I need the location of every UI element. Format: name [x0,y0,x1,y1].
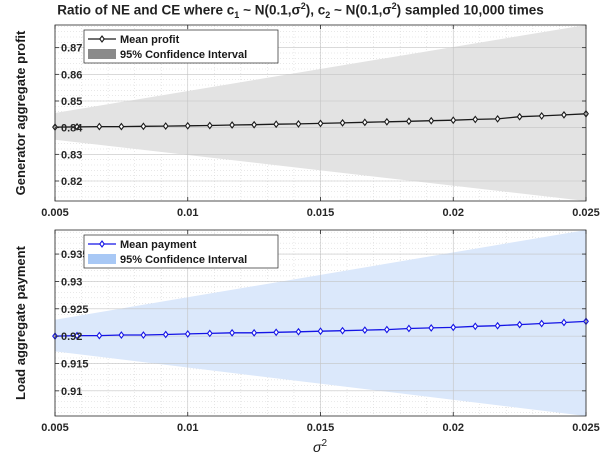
y-tick-label: 0.93 [61,276,82,288]
y-tick-label: 0.82 [61,176,82,188]
data-point [295,120,302,128]
legend-label-ci: 95% Confidence Interval [120,254,247,266]
x-axis-label-sup: 2 [321,438,327,449]
legend-label-mean: Mean payment [120,239,197,251]
data-point [273,120,280,129]
subplot-1: 0.005 0.01 0.015 0.02 0.025 0.82 0.83 0.84 0.85 0… [13,24,600,219]
y-tick-label: 0.86 [61,69,82,81]
y-tick-label: 0.935 [61,249,89,261]
y-axis-label: Generator aggregate profit [13,30,28,195]
legend-band-swatch [88,49,116,59]
data-point [494,321,501,330]
data-point [538,319,545,328]
data-point [516,112,523,121]
data-point [96,331,103,340]
data-point [361,118,368,127]
y-tick-label: 0.83 [61,149,82,161]
x-tick-label: 0.005 [41,207,69,219]
legend: Mean profit 95% Confidence Interval [83,29,279,64]
legend-label-mean: Mean profit [120,34,180,46]
data-point [229,121,236,129]
data-point [118,122,125,131]
data-point [295,327,302,336]
data-point [140,331,147,339]
data-point [184,330,191,338]
subplot-2: 0.005 0.01 0.015 0.02 0.025 0.91 0.915 0.92 0.92… [13,229,600,434]
data-point [561,110,567,119]
data-point [317,327,324,336]
data-point [339,326,346,335]
y-tick-label: 0.87 [61,43,82,55]
data-point [184,121,191,130]
x-tick-label: 0.005 [41,422,69,434]
y-tick-label: 0.84 [61,123,83,135]
x-tick-label: 0.02 [443,422,464,434]
data-point [206,121,213,130]
data-point [339,118,346,127]
data-point [96,122,103,131]
data-point [273,328,280,337]
y-axis-label: Load aggregate payment [13,245,28,400]
data-point [74,122,80,131]
legend-band-swatch [88,254,116,264]
y-tick-label: 0.915 [61,358,89,370]
legend-box [83,234,279,269]
y-tick-label: 0.85 [61,96,82,108]
x-tick-label: 0.02 [443,207,464,219]
data-point [450,116,457,125]
data-point [317,119,324,128]
data-point [140,122,147,131]
data-point [118,331,125,339]
legend-marker [99,240,105,248]
data-point [428,116,435,125]
data-point [538,112,545,120]
data-point [561,318,567,327]
x-tick-label: 0.015 [307,207,335,219]
data-point [383,117,390,126]
data-point [472,322,479,331]
data-point [162,330,169,339]
data-point [472,115,479,124]
data-point [494,114,501,123]
x-tick-label: 0.015 [307,422,335,434]
legend-marker [99,35,105,43]
legend-box [83,29,279,64]
data-point [361,326,368,335]
data-point [251,120,258,129]
legend-label-ci: 95% Confidence Interval [120,49,247,61]
data-point [450,323,457,332]
data-point [428,324,435,332]
data-point [405,324,412,333]
data-point [206,329,213,338]
data-point [383,325,390,334]
x-tick-label: 0.025 [572,207,600,219]
legend: Mean payment 95% Confidence Interval [83,234,279,269]
y-tick-label: 0.925 [61,304,89,316]
data-point [516,320,523,329]
data-point [229,328,236,337]
chart-title: Ratio of NE and CE where c1 ~ N(0.1,σ2),… [57,1,544,21]
x-tick-label: 0.025 [572,422,600,434]
y-tick-label: 0.91 [61,386,82,398]
data-point [74,331,80,340]
y-tick-label: 0.92 [61,331,82,343]
data-point [405,117,412,126]
x-tick-label: 0.01 [177,207,198,219]
data-point [162,122,169,130]
data-point [251,328,258,337]
x-tick-label: 0.01 [177,422,198,434]
x-axis-label-base: σ [313,439,322,455]
x-axis-label: σ2 [313,438,327,455]
